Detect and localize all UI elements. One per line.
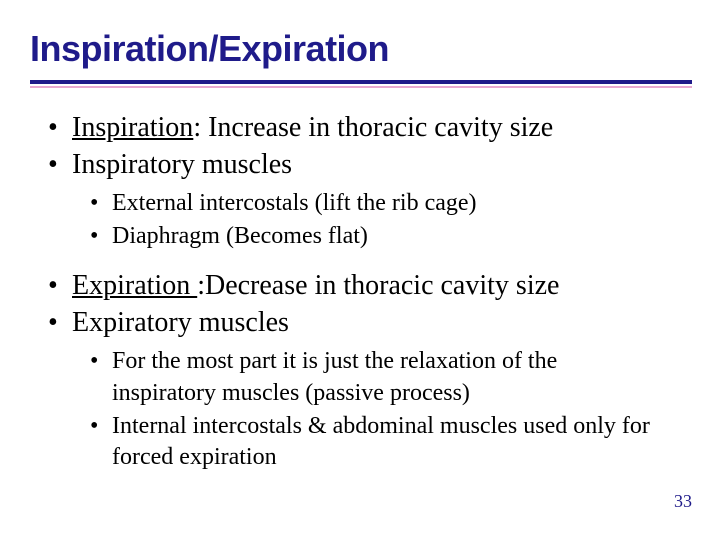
subbullet-forced-expiration: Internal intercostals & abdominal muscle… — [90, 411, 650, 473]
slide: Inspiration/Expiration Inspiration: Incr… — [0, 0, 720, 540]
page-number: 33 — [674, 491, 692, 512]
bullet-inspiratory-muscles: Inspiratory muscles — [48, 147, 690, 182]
text-inspiration-rest: : Increase in thoracic cavity size — [193, 112, 553, 143]
bullet-expiration: Expiration :Decrease in thoracic cavity … — [48, 268, 690, 303]
sublist-expiratory: For the most part it is just the relaxat… — [30, 346, 690, 473]
sublist-inspiratory: External intercostals (lift the rib cage… — [30, 188, 690, 252]
subbullet-diaphragm: Diaphragm (Becomes flat) — [90, 221, 690, 252]
spacer — [30, 254, 690, 268]
term-inspiration: Inspiration — [72, 112, 193, 143]
slide-title: Inspiration/Expiration — [30, 28, 690, 70]
text-expiration-rest: :Decrease in thoracic cavity size — [197, 270, 559, 301]
title-rule-thin — [30, 86, 692, 88]
subbullet-external-intercostals: External intercostals (lift the rib cage… — [90, 188, 690, 219]
bullet-list-2: Expiration :Decrease in thoracic cavity … — [30, 268, 690, 340]
bullet-expiratory-muscles: Expiratory muscles — [48, 305, 690, 340]
bullet-inspiration: Inspiration: Increase in thoracic cavity… — [48, 110, 690, 145]
title-rule-thick — [30, 80, 692, 84]
term-expiration: Expiration — [72, 270, 197, 301]
subbullet-passive-relaxation: For the most part it is just the relaxat… — [90, 346, 650, 408]
bullet-list: Inspiration: Increase in thoracic cavity… — [30, 110, 690, 182]
